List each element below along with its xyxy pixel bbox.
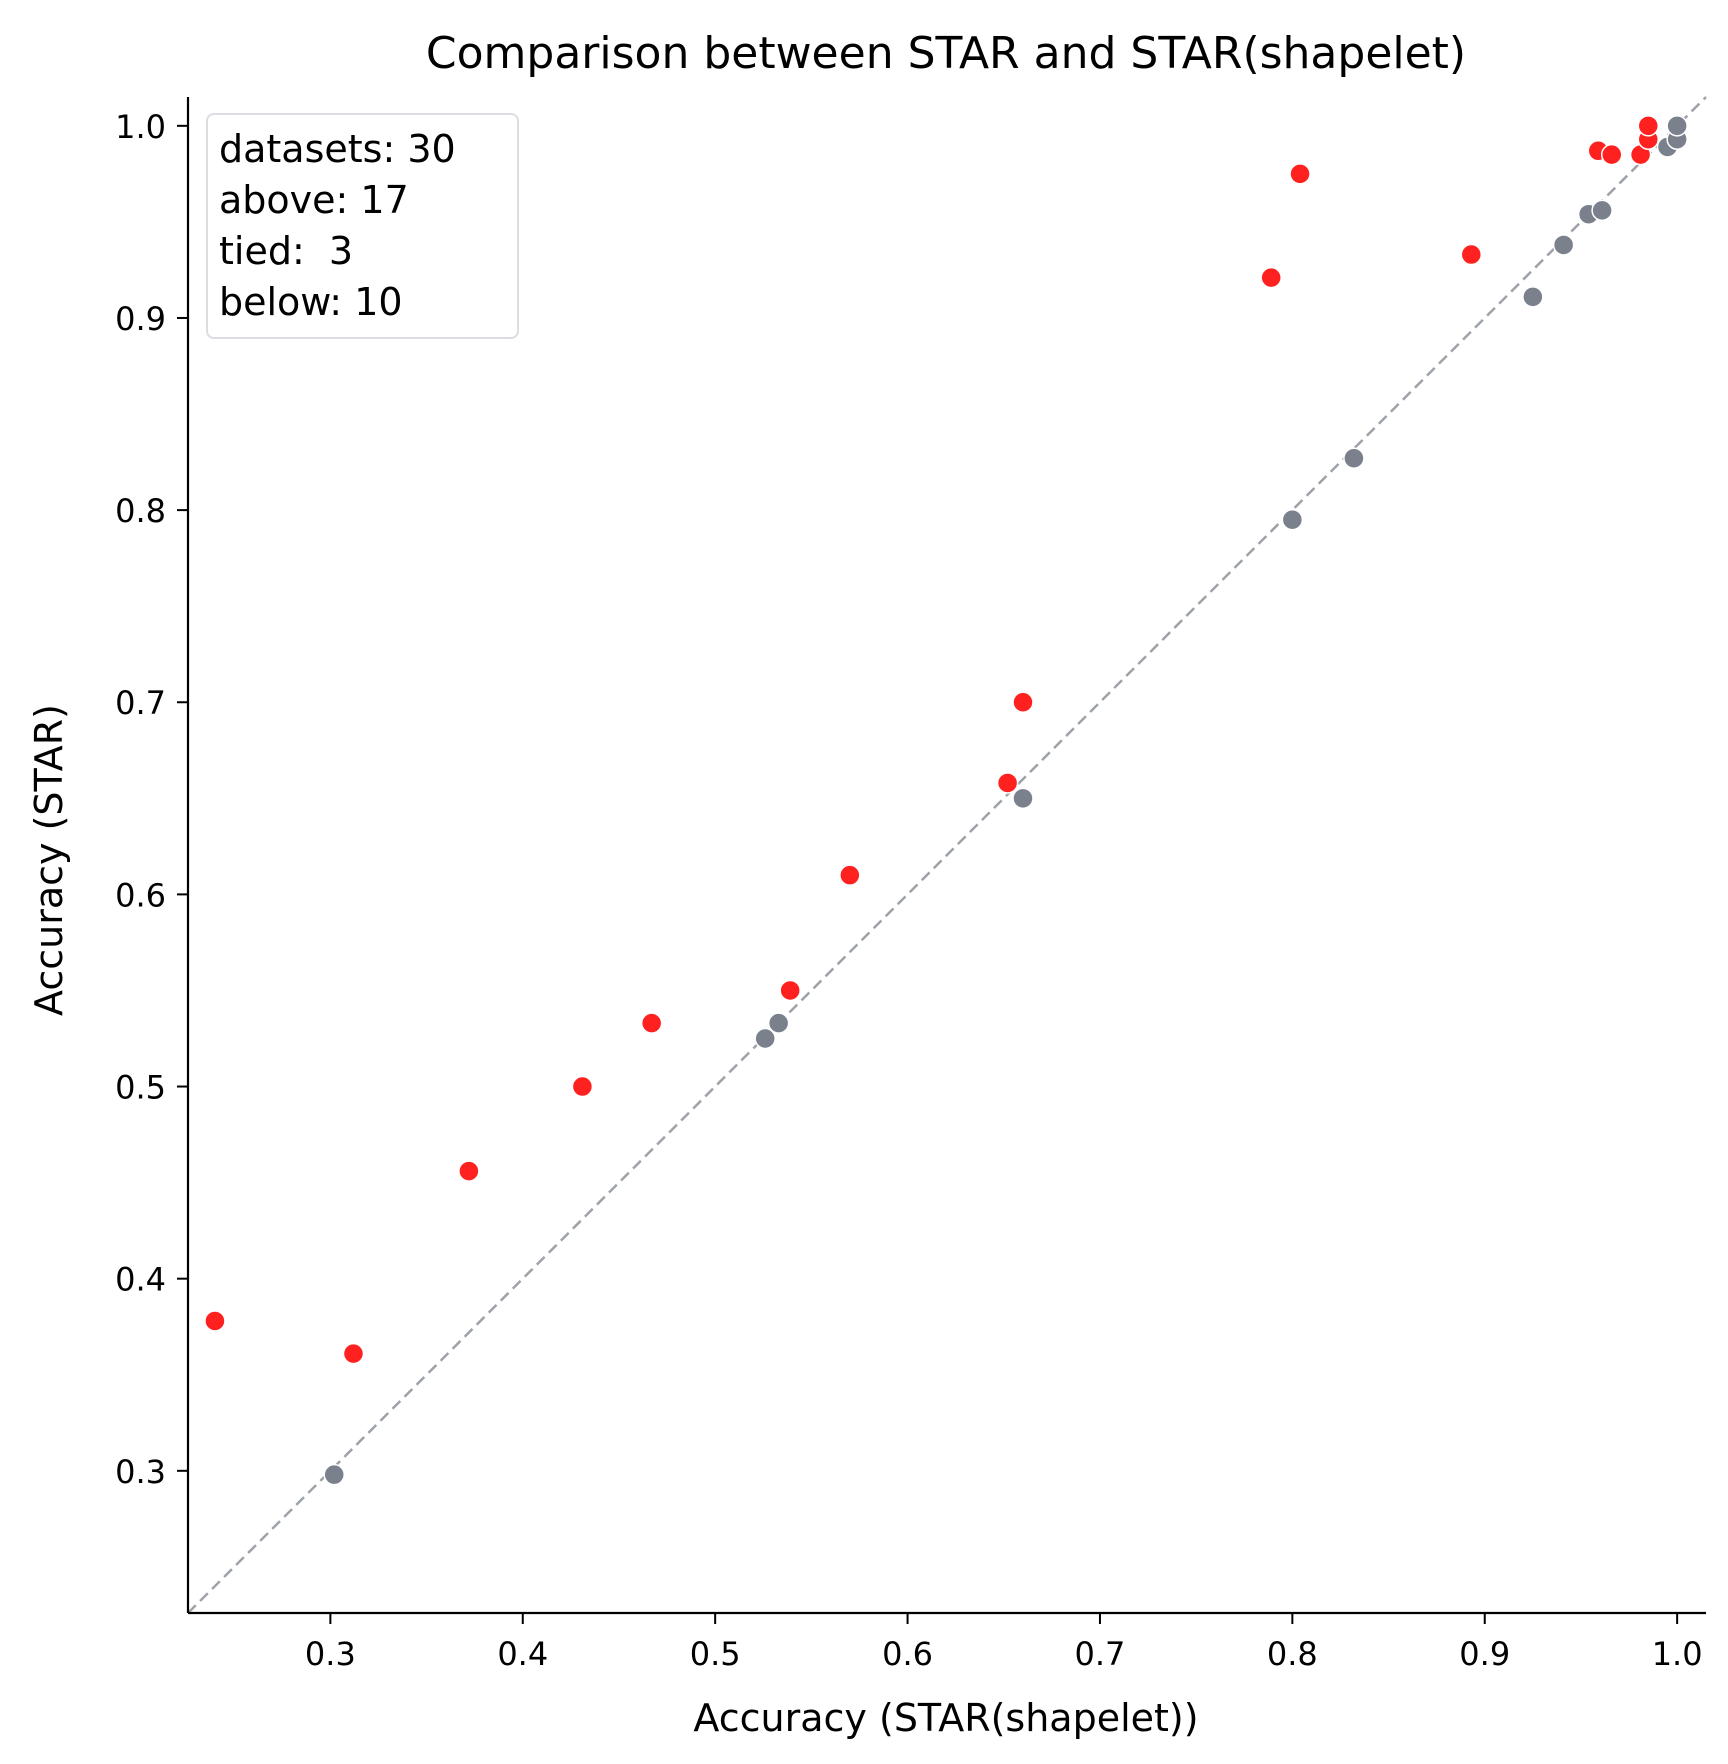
- stats-box: datasets: 30 above: 17 tied: 3 below: 10: [206, 113, 519, 339]
- data-point-above: [779, 979, 801, 1002]
- y-tick-label: 0.7: [115, 684, 166, 722]
- y-tick-label: 0.5: [115, 1069, 166, 1107]
- x-tick-label: 0.4: [497, 1635, 548, 1673]
- x-tick-label: 0.3: [305, 1635, 356, 1673]
- x-axis-ticks: 0.3 0.4 0.5 0.6 0.7 0.8 0.9 1.0: [305, 1613, 1703, 1673]
- data-point-above: [996, 772, 1019, 794]
- data-point-above: [1637, 115, 1660, 137]
- stats-tied: tied: 3: [219, 229, 353, 273]
- data-point-above: [1600, 143, 1623, 166]
- x-tick-label: 0.5: [690, 1635, 741, 1673]
- data-point-tied-or-below: [1281, 508, 1304, 531]
- x-tick-label: 0.8: [1267, 1635, 1318, 1673]
- y-tick-label: 0.4: [115, 1261, 166, 1299]
- x-axis-title: Accuracy (STAR(shapelet)): [693, 1696, 1198, 1740]
- data-point-tied-or-below: [1552, 234, 1575, 256]
- diagonal-reference-line: [187, 96, 1707, 1614]
- data-point-above: [1289, 163, 1311, 185]
- data-point-tied-or-below: [1666, 115, 1688, 137]
- stats-datasets: datasets: 30: [219, 127, 456, 171]
- data-point-above: [458, 1160, 480, 1182]
- data-points: [204, 115, 1688, 1486]
- chart-title: Comparison between STAR and STAR(shapele…: [426, 28, 1466, 79]
- x-tick-label: 1.0: [1652, 1635, 1703, 1673]
- y-axis-ticks: 0.3 0.4 0.5 0.6 0.7 0.8 0.9 1.0: [115, 108, 188, 1491]
- x-tick-label: 0.9: [1459, 1635, 1510, 1673]
- y-axis-title: Accuracy (STAR): [27, 704, 71, 1016]
- stats-above: above: 17: [219, 178, 409, 222]
- stats-below: below: 10: [219, 280, 403, 324]
- data-point-above: [1260, 266, 1282, 289]
- y-tick-label: 0.3: [115, 1453, 166, 1491]
- y-tick-label: 1.0: [115, 108, 166, 146]
- data-point-tied-or-below: [754, 1027, 776, 1050]
- data-point-tied-or-below: [1591, 199, 1613, 222]
- data-point-tied-or-below: [1522, 286, 1544, 308]
- x-tick-label: 0.6: [882, 1635, 933, 1673]
- data-point-above: [1460, 243, 1483, 266]
- data-point-tied-or-below: [767, 1012, 790, 1034]
- x-tick-label: 0.7: [1075, 1635, 1126, 1673]
- data-point-above: [1012, 691, 1034, 713]
- data-point-above: [571, 1075, 594, 1098]
- stats-box-frame: [206, 113, 519, 339]
- y-tick-label: 0.8: [115, 492, 166, 530]
- data-point-tied-or-below: [1012, 787, 1034, 810]
- data-point-above: [204, 1310, 226, 1332]
- data-point-tied-or-below: [323, 1463, 345, 1486]
- data-point-above: [839, 864, 861, 886]
- y-tick-label: 0.9: [115, 300, 166, 338]
- y-tick-label: 0.6: [115, 876, 166, 914]
- data-point-above: [342, 1342, 365, 1365]
- data-point-tied-or-below: [1343, 447, 1365, 469]
- data-point-above: [640, 1012, 663, 1034]
